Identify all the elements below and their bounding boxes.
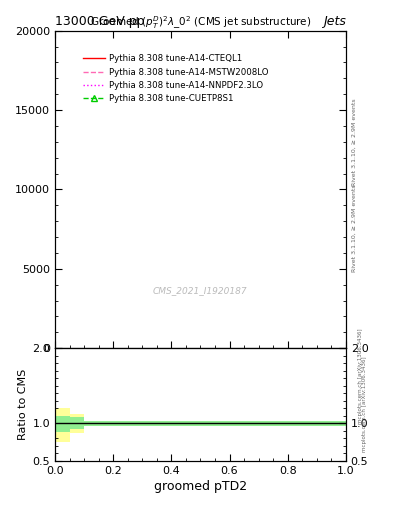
Bar (186, 421, 200, 425)
Bar (215, 421, 230, 425)
Bar (273, 421, 288, 425)
Bar (157, 421, 171, 425)
Bar (259, 421, 273, 425)
Y-axis label: Ratio to CMS: Ratio to CMS (18, 369, 28, 440)
Text: Rivet 3.1.10, ≥ 2.9M events: Rivet 3.1.10, ≥ 2.9M events (352, 98, 357, 186)
Bar (84, 421, 99, 425)
Bar (128, 421, 142, 425)
Bar (200, 421, 215, 425)
Bar (317, 421, 331, 425)
Bar (70, 414, 84, 433)
Bar (186, 421, 200, 425)
Text: CMS_2021_I1920187: CMS_2021_I1920187 (153, 287, 248, 295)
Title: Groomed $(p_T^D)^2\lambda\_0^2$ (CMS jet substructure): Groomed $(p_T^D)^2\lambda\_0^2$ (CMS jet… (90, 14, 311, 31)
Bar (70, 417, 84, 429)
Bar (215, 421, 230, 425)
Bar (273, 421, 288, 425)
Bar (331, 421, 346, 425)
Bar (55, 416, 70, 432)
Bar (244, 421, 259, 425)
Bar (230, 421, 244, 425)
Bar (259, 421, 273, 425)
Bar (113, 421, 128, 425)
Bar (171, 421, 186, 425)
Text: 13000 GeV pp: 13000 GeV pp (55, 15, 145, 28)
Text: mcplots.cern.ch [arXiv:1306.3436]: mcplots.cern.ch [arXiv:1306.3436] (358, 329, 363, 424)
Bar (128, 421, 142, 425)
Bar (99, 421, 113, 425)
Legend: Pythia 8.308 tune-A14-CTEQL1, Pythia 8.308 tune-A14-MSTW2008LO, Pythia 8.308 tun: Pythia 8.308 tune-A14-CTEQL1, Pythia 8.3… (80, 51, 272, 106)
Bar (55, 408, 70, 442)
Bar (244, 421, 259, 425)
X-axis label: groomed pTD2: groomed pTD2 (154, 480, 247, 493)
Bar (142, 421, 157, 425)
Bar (113, 421, 128, 425)
Text: Jets: Jets (323, 15, 346, 28)
Text: Rivet 3.1.10, ≥ 2.9M events: Rivet 3.1.10, ≥ 2.9M events (352, 184, 357, 272)
Bar (302, 421, 317, 425)
Bar (230, 421, 244, 425)
Bar (142, 421, 157, 425)
Bar (171, 421, 186, 425)
Bar (157, 421, 171, 425)
Bar (288, 421, 302, 425)
Bar (317, 421, 331, 425)
Bar (84, 421, 99, 425)
Text: mcplots.cern.ch [arXiv:1306.3436]: mcplots.cern.ch [arXiv:1306.3436] (362, 357, 367, 452)
Bar (200, 421, 215, 425)
Bar (331, 421, 346, 425)
Bar (302, 421, 317, 425)
Bar (288, 421, 302, 425)
Bar (99, 421, 113, 425)
